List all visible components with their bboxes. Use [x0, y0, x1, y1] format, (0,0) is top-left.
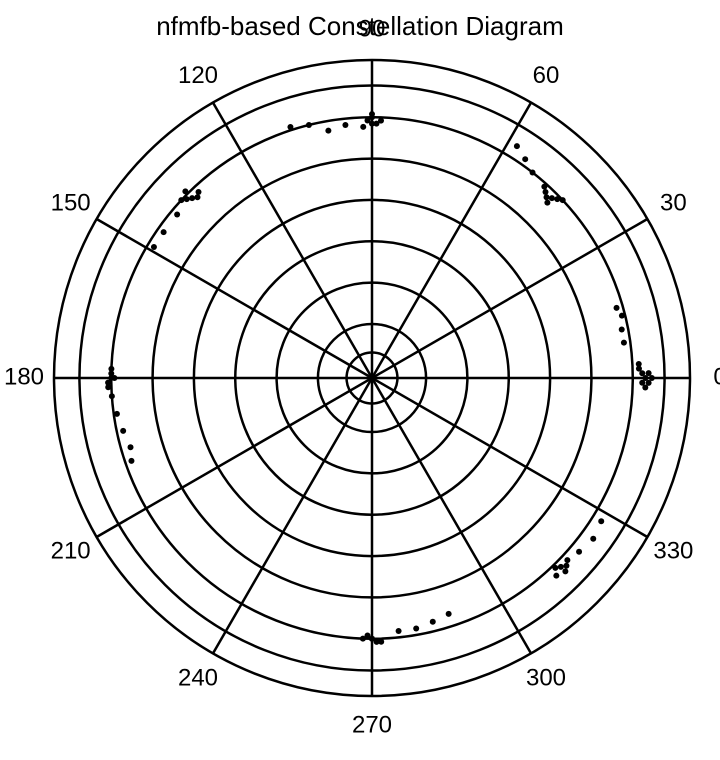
constellation-point — [369, 120, 375, 127]
constellation-point — [590, 535, 597, 542]
constellation-point — [174, 211, 181, 218]
constellation-point — [513, 143, 520, 150]
constellation-point — [559, 197, 566, 204]
theta-tick-label: 120 — [178, 62, 218, 89]
theta-tick-label: 180 — [4, 363, 44, 390]
theta-tick-label: 90 — [359, 15, 386, 42]
theta-tick-label: 330 — [653, 537, 693, 564]
constellation-point — [150, 243, 157, 250]
constellation-point — [183, 196, 190, 203]
constellation-point — [369, 111, 375, 118]
constellation-point — [544, 199, 551, 206]
theta-tick-label: 150 — [51, 189, 91, 216]
constellation-point — [620, 339, 627, 346]
constellation-point — [413, 625, 420, 632]
constellation-point — [395, 628, 402, 635]
constellation-point — [195, 188, 202, 195]
constellation-point — [642, 384, 649, 391]
constellation-point — [618, 326, 625, 333]
constellation-point — [618, 312, 625, 319]
constellation-point — [359, 635, 366, 642]
theta-tick-label: 300 — [526, 665, 566, 692]
constellation-point — [522, 156, 529, 163]
theta-tick-label: 0 — [713, 363, 720, 390]
chart-title: nfmfb-based Constellation Diagram — [156, 11, 564, 41]
theta-tick-label: 30 — [660, 189, 687, 216]
constellation-point — [598, 518, 605, 525]
spoke-line — [371, 217, 649, 380]
constellation-point — [635, 361, 642, 368]
constellation-point — [564, 557, 571, 564]
constellation-point — [342, 121, 349, 128]
constellation-point — [105, 379, 112, 386]
constellation-point — [120, 427, 127, 434]
constellation-point — [194, 194, 201, 201]
constellation-point — [325, 127, 332, 134]
constellation-point — [160, 229, 167, 236]
spoke-line — [370, 377, 533, 655]
constellation-point — [576, 548, 583, 555]
constellation-point — [645, 379, 652, 386]
constellation-point — [127, 444, 134, 451]
constellation-point — [639, 379, 646, 386]
spoke-line — [211, 377, 374, 655]
constellation-point — [642, 375, 649, 381]
constellation-point — [552, 564, 559, 571]
constellation-point — [557, 563, 564, 570]
constellation-point — [128, 457, 135, 464]
constellation-point — [287, 123, 294, 130]
constellation-point — [548, 195, 555, 202]
constellation-point — [108, 393, 115, 400]
constellation-point — [108, 370, 115, 377]
theta-tick-label: 270 — [352, 711, 392, 738]
constellation-point — [529, 169, 536, 176]
constellation-point — [445, 610, 452, 617]
constellation-point — [178, 197, 185, 204]
constellation-point — [378, 638, 385, 645]
theta-tick-label: 60 — [533, 62, 560, 89]
theta-tick-label: 240 — [178, 665, 218, 692]
spoke-line — [211, 101, 374, 379]
constellation-point — [645, 370, 652, 377]
constellation-point — [377, 117, 384, 124]
theta-tick-label: 210 — [51, 537, 91, 564]
constellation-point — [563, 562, 570, 569]
constellation-point — [369, 635, 375, 642]
spoke-line — [95, 376, 373, 539]
constellation-point — [648, 375, 655, 381]
constellation-point — [113, 410, 120, 417]
constellation-point — [373, 638, 380, 645]
constellation-point — [562, 568, 569, 575]
constellation-point — [635, 365, 642, 372]
spoke-line — [370, 101, 533, 379]
constellation-point — [305, 121, 312, 128]
constellation-point — [108, 365, 115, 372]
constellation-point — [543, 194, 550, 201]
spoke-line — [95, 217, 373, 380]
constellation-point — [105, 384, 112, 391]
constellation-point — [364, 632, 371, 639]
spoke-line — [371, 376, 649, 539]
constellation-point — [111, 375, 118, 381]
constellation-point — [182, 188, 189, 195]
constellation-point — [639, 370, 646, 377]
constellation-point — [613, 304, 620, 311]
constellation-point — [360, 123, 367, 130]
constellation-point — [373, 120, 380, 127]
constellation-point — [553, 572, 560, 579]
constellation-point — [542, 188, 549, 195]
constellation-point — [364, 117, 371, 124]
constellation-point — [429, 618, 436, 625]
constellation-point — [189, 195, 196, 202]
constellation-point — [554, 196, 561, 203]
constellation-point — [541, 183, 548, 190]
